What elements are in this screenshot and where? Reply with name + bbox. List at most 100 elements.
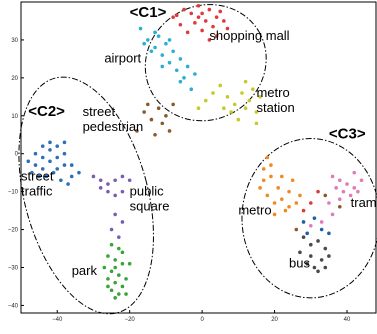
data-point — [247, 98, 252, 103]
data-point — [287, 189, 291, 194]
data-point — [305, 261, 309, 266]
data-point — [171, 102, 175, 107]
data-point — [113, 212, 117, 217]
data-point — [203, 19, 208, 23]
y-tick-label: 0 — [15, 152, 19, 158]
y-tick-label: −30 — [8, 265, 19, 271]
data-point — [327, 201, 331, 205]
data-point — [98, 178, 103, 183]
data-point — [149, 49, 154, 54]
plot-frame — [20, 1, 377, 314]
data-point — [135, 129, 139, 133]
data-point — [236, 117, 241, 122]
data-point — [109, 288, 114, 293]
data-point — [193, 72, 197, 76]
data-point — [109, 227, 114, 232]
axis-ticks: −40 −20 0 20 40 −40 −30 −20 −10 0 10 20 30 — [8, 38, 351, 323]
data-point — [269, 174, 273, 179]
data-point — [127, 178, 132, 183]
data-point — [280, 197, 284, 202]
annotation-label: station — [256, 100, 294, 115]
cluster-ellipse-c3 — [241, 138, 377, 299]
data-point — [312, 265, 317, 270]
data-point — [359, 178, 364, 183]
data-point — [189, 87, 194, 92]
data-point — [55, 155, 60, 160]
data-point — [117, 246, 121, 251]
data-point — [316, 239, 320, 243]
data-point — [352, 186, 357, 190]
data-point — [196, 3, 201, 8]
data-point — [185, 64, 190, 69]
data-point — [269, 163, 273, 167]
data-point — [225, 95, 230, 99]
data-point — [160, 64, 165, 69]
data-point — [66, 182, 70, 186]
data-point — [316, 189, 320, 194]
cluster-ellipse-c2 — [18, 76, 154, 315]
data-points — [26, 3, 364, 300]
data-point — [337, 205, 342, 209]
y-tick-label: 30 — [11, 38, 18, 44]
annotation-label: street — [21, 168, 54, 183]
data-point — [160, 121, 165, 126]
x-tick-label: −20 — [125, 317, 136, 323]
annotation-label: bus — [289, 255, 310, 270]
data-point — [40, 155, 45, 160]
data-point — [261, 178, 266, 183]
cluster-ellipse-c1 — [144, 4, 267, 122]
data-point — [127, 261, 132, 266]
data-point — [243, 79, 248, 84]
data-point — [91, 174, 96, 179]
data-point — [178, 79, 183, 84]
data-point — [149, 117, 154, 122]
data-point — [337, 178, 342, 183]
x-tick-label: 0 — [200, 317, 204, 323]
data-point — [272, 212, 277, 217]
data-point — [113, 178, 117, 183]
annotation-label: street — [83, 104, 116, 119]
data-point — [222, 106, 226, 110]
data-point — [218, 83, 223, 88]
data-point — [294, 201, 299, 205]
data-point — [124, 277, 128, 281]
data-point — [178, 57, 183, 61]
y-tick-label: 10 — [11, 114, 18, 120]
data-point — [109, 269, 114, 274]
data-point — [153, 30, 157, 35]
data-point — [214, 15, 219, 19]
data-point — [120, 261, 125, 266]
data-point — [59, 178, 63, 183]
data-point — [153, 132, 157, 137]
data-point — [272, 201, 277, 205]
annotation-label: public — [130, 183, 164, 198]
data-point — [207, 38, 212, 42]
data-point — [142, 110, 146, 114]
data-point — [283, 208, 288, 213]
data-point — [207, 7, 212, 12]
data-point — [323, 246, 328, 251]
annotation-label: metro — [238, 202, 271, 217]
data-point — [319, 258, 324, 262]
data-point — [62, 163, 67, 167]
data-point — [222, 19, 226, 23]
data-point — [243, 106, 248, 110]
data-point — [294, 227, 299, 232]
data-point — [77, 170, 81, 175]
y-tick-label: −20 — [8, 228, 19, 234]
data-point — [117, 235, 121, 239]
data-point — [69, 163, 74, 167]
data-point — [124, 292, 128, 296]
data-point — [145, 38, 150, 42]
data-point — [232, 102, 237, 107]
data-point — [280, 174, 284, 179]
annotation-label: metro — [256, 85, 289, 100]
data-point — [120, 174, 125, 179]
data-point — [142, 41, 146, 46]
data-point — [171, 15, 175, 19]
data-point — [337, 197, 342, 202]
data-point — [308, 223, 313, 228]
data-point — [258, 95, 262, 99]
data-point — [345, 182, 349, 186]
